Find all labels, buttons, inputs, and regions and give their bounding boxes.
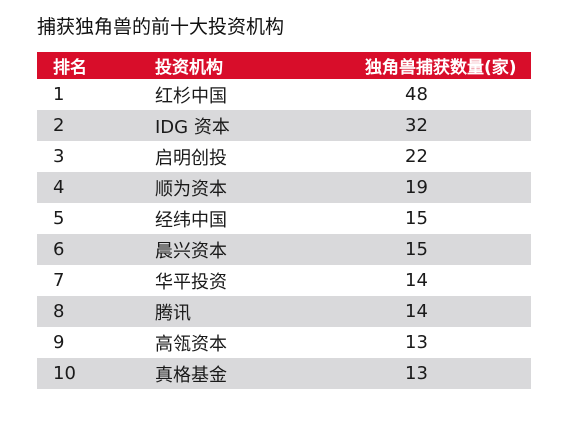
- count-cell: 13: [405, 363, 428, 384]
- investor-cell: 华平投资: [155, 271, 227, 293]
- ranking-table: 排名 投资机构 独角兽捕获数量(家) 1 红杉中国 48 2 IDG 资本 32…: [37, 52, 531, 389]
- count-cell: 14: [405, 270, 428, 291]
- table-row: 3 启明创投 22: [37, 141, 531, 172]
- investor-cell: 红杉中国: [155, 85, 227, 107]
- header-investor: 投资机构: [155, 58, 223, 78]
- investor-cell: 启明创投: [155, 147, 227, 169]
- table-row: 1 红杉中国 48: [37, 79, 531, 110]
- table-row: 10 真格基金 13: [37, 358, 531, 389]
- header-unicorn-count: 独角兽捕获数量(家): [365, 58, 517, 78]
- rank-cell: 9: [53, 332, 65, 353]
- investor-cell: 真格基金: [155, 364, 227, 386]
- rank-cell: 2: [53, 115, 65, 136]
- table-row: 8 腾讯 14: [37, 296, 531, 327]
- rank-cell: 1: [53, 84, 65, 105]
- table-row: 9 高瓴资本 13: [37, 327, 531, 358]
- investor-cell: 高瓴资本: [155, 333, 227, 355]
- table-row: 5 经纬中国 15: [37, 203, 531, 234]
- count-cell: 32: [405, 115, 428, 136]
- investor-cell: 顺为资本: [155, 178, 227, 200]
- count-cell: 13: [405, 332, 428, 353]
- count-cell: 15: [405, 239, 428, 260]
- investor-cell: IDG 资本: [155, 116, 230, 138]
- count-cell: 19: [405, 177, 428, 198]
- investor-cell: 晨兴资本: [155, 240, 227, 262]
- count-cell: 15: [405, 208, 428, 229]
- rank-cell: 6: [53, 239, 65, 260]
- table-row: 2 IDG 资本 32: [37, 110, 531, 141]
- rank-cell: 8: [53, 301, 65, 322]
- investor-cell: 腾讯: [155, 302, 191, 324]
- count-cell: 48: [405, 84, 428, 105]
- table-row: 6 晨兴资本 15: [37, 234, 531, 265]
- table-header: 排名 投资机构 独角兽捕获数量(家): [37, 52, 531, 79]
- count-cell: 22: [405, 146, 428, 167]
- investor-cell: 经纬中国: [155, 209, 227, 231]
- rank-cell: 10: [53, 363, 76, 384]
- rank-cell: 4: [53, 177, 65, 198]
- header-rank: 排名: [53, 58, 87, 78]
- rank-cell: 3: [53, 146, 65, 167]
- rank-cell: 7: [53, 270, 65, 291]
- count-cell: 14: [405, 301, 428, 322]
- rank-cell: 5: [53, 208, 65, 229]
- table-row: 4 顺为资本 19: [37, 172, 531, 203]
- table-row: 7 华平投资 14: [37, 265, 531, 296]
- page-title: 捕获独角兽的前十大投资机构: [37, 16, 285, 38]
